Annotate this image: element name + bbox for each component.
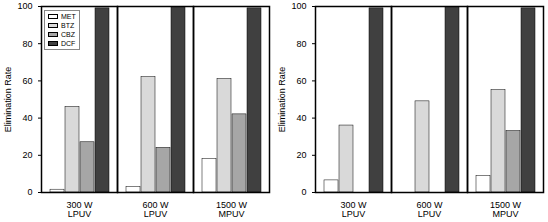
svg-text:600 WLPUV: 600 WLPUV	[416, 200, 443, 219]
svg-text:20: 20	[22, 150, 32, 160]
svg-text:300 WLPUV: 300 WLPUV	[340, 200, 367, 219]
html-text:CBZ: CBZ	[61, 31, 75, 38]
svg-text:Elimination Rate: Elimination Rate	[3, 67, 13, 133]
svg-text:1500 WMPUV: 1500 WMPUV	[490, 200, 522, 219]
svg-text:0: 0	[301, 187, 306, 197]
html-text:DCF: DCF	[61, 40, 76, 47]
svg-text:100: 100	[291, 1, 306, 11]
svg-text:300 WLPUV: 300 WLPUV	[66, 200, 93, 219]
html-text:BTZ: BTZ	[61, 22, 75, 29]
svg-text:60: 60	[22, 76, 32, 86]
svg-text:40: 40	[296, 113, 306, 123]
svg-text:0: 0	[27, 187, 32, 197]
svg-text:40: 40	[22, 113, 32, 123]
svg-text:20: 20	[296, 150, 306, 160]
svg-text:80: 80	[22, 39, 32, 49]
svg-text:1500 WMPUV: 1500 WMPUV	[216, 200, 248, 219]
html-text:MET: MET	[61, 13, 76, 20]
svg-text:Elimination Rate: Elimination Rate	[277, 67, 287, 133]
svg-text:60: 60	[296, 76, 306, 86]
svg-text:80: 80	[296, 39, 306, 49]
svg-text:600 WLPUV: 600 WLPUV	[142, 200, 169, 219]
svg-text:100: 100	[17, 1, 32, 11]
